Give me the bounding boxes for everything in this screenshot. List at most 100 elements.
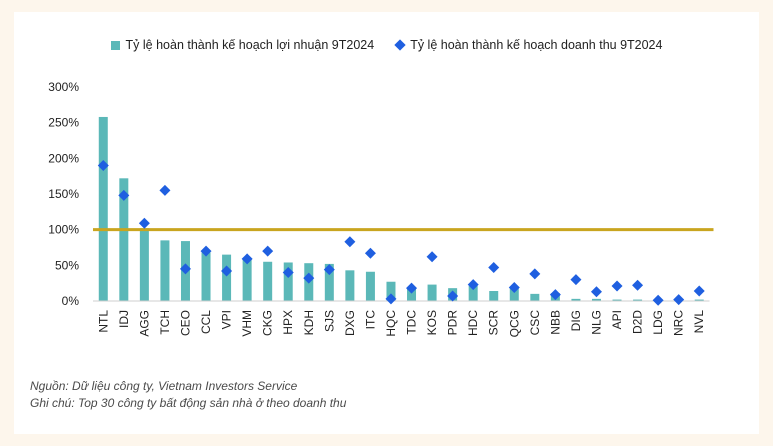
revenue-marker — [241, 253, 253, 265]
profit-bar — [201, 252, 211, 301]
profit-bar — [160, 240, 170, 301]
profit-bar — [139, 228, 149, 301]
y-tick-label: 50% — [55, 258, 79, 272]
x-category-label: SCR — [487, 310, 501, 336]
revenue-marker — [652, 294, 664, 306]
profit-bar — [468, 286, 478, 301]
legend: Tỷ lệ hoàn thành kế hoạch lợi nhuận 9T20… — [0, 38, 773, 52]
revenue-marker — [632, 279, 644, 291]
x-category-label: KDH — [302, 310, 316, 335]
x-category-label: SJS — [322, 310, 336, 332]
x-category-label: CEO — [178, 310, 192, 336]
profit-bar — [694, 299, 704, 301]
x-category-label: CKG — [261, 310, 275, 336]
legend-item-profit: Tỷ lệ hoàn thành kế hoạch lợi nhuận 9T20… — [110, 38, 375, 52]
revenue-marker — [447, 290, 459, 302]
x-category-label: CCL — [199, 310, 213, 334]
x-category-label: HDC — [466, 310, 480, 336]
x-category-label: DIG — [569, 310, 583, 331]
chart-notes: Nguồn: Dữ liệu công ty, Vietnam Investor… — [30, 378, 346, 412]
profit-bar — [98, 116, 108, 302]
revenue-marker — [179, 263, 191, 275]
x-category-label: PDR — [446, 310, 460, 336]
revenue-marker — [138, 217, 150, 229]
profit-bar — [509, 288, 519, 301]
x-category-label: API — [610, 310, 624, 329]
profit-bar — [489, 291, 499, 301]
revenue-marker — [529, 268, 541, 280]
revenue-marker — [97, 159, 109, 171]
profit-bar — [263, 261, 273, 301]
profit-bar — [324, 263, 334, 301]
profit-bar — [242, 258, 252, 301]
profit-bar — [530, 293, 540, 301]
profit-bar — [571, 298, 581, 301]
x-category-label: VPI — [220, 310, 234, 329]
revenue-marker — [488, 261, 500, 273]
revenue-marker — [673, 294, 685, 306]
revenue-marker — [693, 285, 705, 297]
revenue-marker — [118, 189, 130, 201]
revenue-marker — [364, 247, 376, 259]
revenue-marker — [426, 251, 438, 263]
revenue-marker — [303, 272, 315, 284]
x-category-label: TDC — [405, 310, 419, 335]
revenue-marker — [385, 293, 397, 305]
profit-bar — [591, 298, 601, 301]
revenue-marker — [344, 236, 356, 248]
x-category-label: VHM — [240, 310, 254, 337]
x-category-label: AGG — [137, 310, 151, 337]
chart-card — [14, 12, 759, 434]
x-category-label: ITC — [363, 310, 377, 330]
x-category-label: NLG — [589, 310, 603, 335]
y-tick-label: 200% — [48, 151, 79, 165]
legend-item-revenue: Tỷ lệ hoàn thành kế hoạch doanh thu 9T20… — [394, 38, 663, 52]
x-category-label: LDG — [651, 310, 665, 335]
profit-bar — [407, 287, 417, 301]
profit-bar — [365, 271, 375, 301]
revenue-marker — [590, 286, 602, 298]
revenue-marker — [282, 266, 294, 278]
y-tick-label: 250% — [48, 116, 79, 130]
profit-bar — [612, 299, 622, 301]
legend-label-revenue: Tỷ lệ hoàn thành kế hoạch doanh thu 9T20… — [410, 38, 663, 52]
x-category-label: D2D — [631, 310, 645, 334]
y-tick-label: 100% — [48, 223, 79, 237]
legend-bar-swatch — [110, 40, 120, 50]
revenue-marker — [323, 264, 335, 276]
x-category-label: DXG — [343, 310, 357, 336]
x-category-label: NTL — [96, 310, 110, 333]
revenue-marker — [467, 279, 479, 291]
profit-bar — [345, 270, 355, 301]
x-category-label: IDJ — [117, 310, 131, 328]
revenue-marker — [262, 245, 274, 257]
x-category-label: HQC — [384, 310, 398, 337]
revenue-marker — [406, 282, 418, 294]
revenue-marker — [611, 280, 623, 292]
x-category-label: KOS — [425, 310, 439, 335]
x-category-label: TCH — [158, 310, 172, 335]
revenue-marker — [221, 265, 233, 277]
footnote: Ghi chú: Top 30 công ty bất động sản nhà… — [30, 396, 347, 410]
y-tick-label: 0% — [62, 294, 80, 308]
revenue-marker — [159, 184, 171, 196]
revenue-marker — [549, 289, 561, 301]
x-category-label: NVL — [692, 310, 706, 334]
profit-bar — [283, 262, 293, 301]
x-category-label: QCG — [507, 310, 521, 337]
revenue-marker — [200, 245, 212, 257]
x-category-label: HPX — [281, 310, 295, 335]
profit-bar — [222, 254, 232, 301]
profit-bar — [119, 178, 129, 301]
revenue-marker — [508, 281, 520, 293]
revenue-marker — [570, 274, 582, 286]
legend-label-profit: Tỷ lệ hoàn thành kế hoạch lợi nhuận 9T20… — [125, 38, 375, 52]
source-note: Nguồn: Dữ liệu công ty, Vietnam Investor… — [30, 379, 298, 393]
y-tick-label: 300% — [48, 80, 79, 94]
profit-bar — [633, 299, 643, 301]
profit-bar — [427, 284, 437, 301]
y-tick-label: 150% — [48, 187, 79, 201]
profit-bar — [386, 281, 396, 301]
x-category-label: NBB — [548, 310, 562, 335]
